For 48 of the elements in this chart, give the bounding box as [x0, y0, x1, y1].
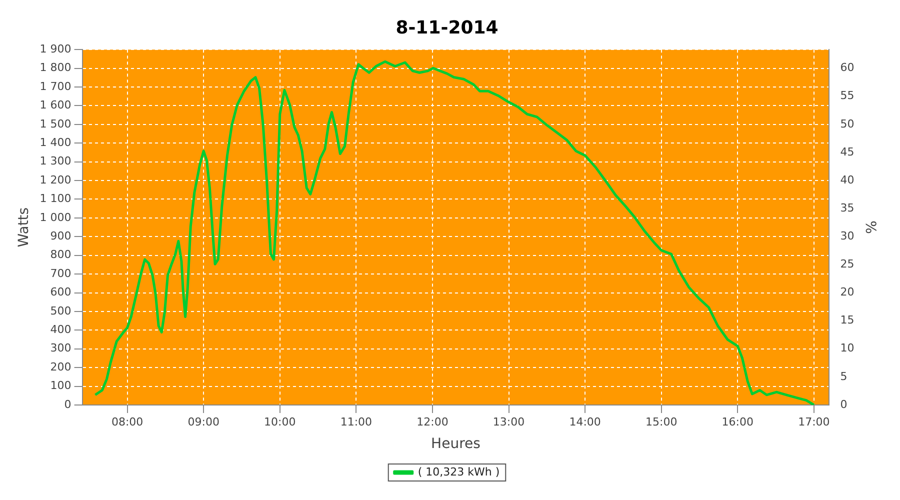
y-tick-label: 400 [50, 323, 72, 336]
x-tick-label: 15:00 [646, 415, 678, 428]
y2-tick-label: 15 [840, 314, 854, 327]
y2-tick-label: 60 [840, 61, 854, 74]
y-tick-label: 1 500 [40, 117, 72, 130]
y2-tick-label: 45 [840, 145, 854, 158]
y-tick-label: 800 [50, 248, 72, 262]
y2-axis-title: % [862, 220, 878, 234]
y2-tick-label: 20 [840, 286, 854, 299]
x-tick-label: 11:00 [340, 415, 372, 428]
y-tick-label: 300 [50, 342, 72, 355]
y-tick-label: 1 400 [40, 136, 72, 149]
y2-tick-label: 25 [840, 258, 854, 271]
y2-tick-label: 55 [840, 89, 854, 102]
x-tick-label: 16:00 [722, 415, 754, 428]
y-tick-label: 600 [50, 286, 72, 299]
chart-title: 8-11-2014 [396, 17, 498, 38]
x-axis-title: Heures [431, 436, 480, 452]
y-tick-label: 1 100 [40, 192, 72, 206]
x-tick-label: 17:00 [798, 415, 830, 428]
y2-tick-label: 50 [840, 117, 854, 130]
y-tick-label: 1 700 [40, 80, 72, 93]
legend-label: ( 10,323 kWh ) [418, 465, 500, 478]
y2-tick-label: 5 [840, 370, 848, 383]
y-tick-label: 1 800 [40, 61, 72, 74]
y2-tick-label: 40 [840, 173, 854, 186]
y-tick-label: 0 [64, 398, 72, 411]
y2-tick-label: 35 [840, 201, 854, 214]
y-tick-label: 700 [50, 266, 72, 280]
y2-tick-label: 30 [840, 230, 854, 243]
y-tick-label: 1 000 [40, 210, 72, 224]
y2-tick-label: 0 [840, 398, 848, 411]
x-tick-label: 13:00 [492, 415, 525, 428]
y-tick-label: 100 [50, 379, 72, 392]
x-tick-label: 12:00 [416, 415, 448, 428]
y-tick-label: 1 900 [40, 42, 72, 56]
y-tick-label: 1 200 [40, 173, 72, 186]
x-tick-label: 14:00 [569, 415, 601, 428]
x-tick-label: 08:00 [111, 415, 144, 428]
y-tick-label: 1 600 [40, 98, 72, 112]
y-tick-label: 500 [50, 304, 72, 318]
y-axis-title: Watts [16, 207, 32, 248]
x-tick-label: 10:00 [264, 415, 296, 428]
y-tick-label: 1 300 [40, 154, 72, 168]
x-tick-label: 09:00 [188, 415, 220, 428]
y-tick-label: 200 [50, 360, 72, 374]
y2-tick-label: 10 [840, 342, 854, 355]
y-tick-label: 900 [50, 230, 72, 243]
